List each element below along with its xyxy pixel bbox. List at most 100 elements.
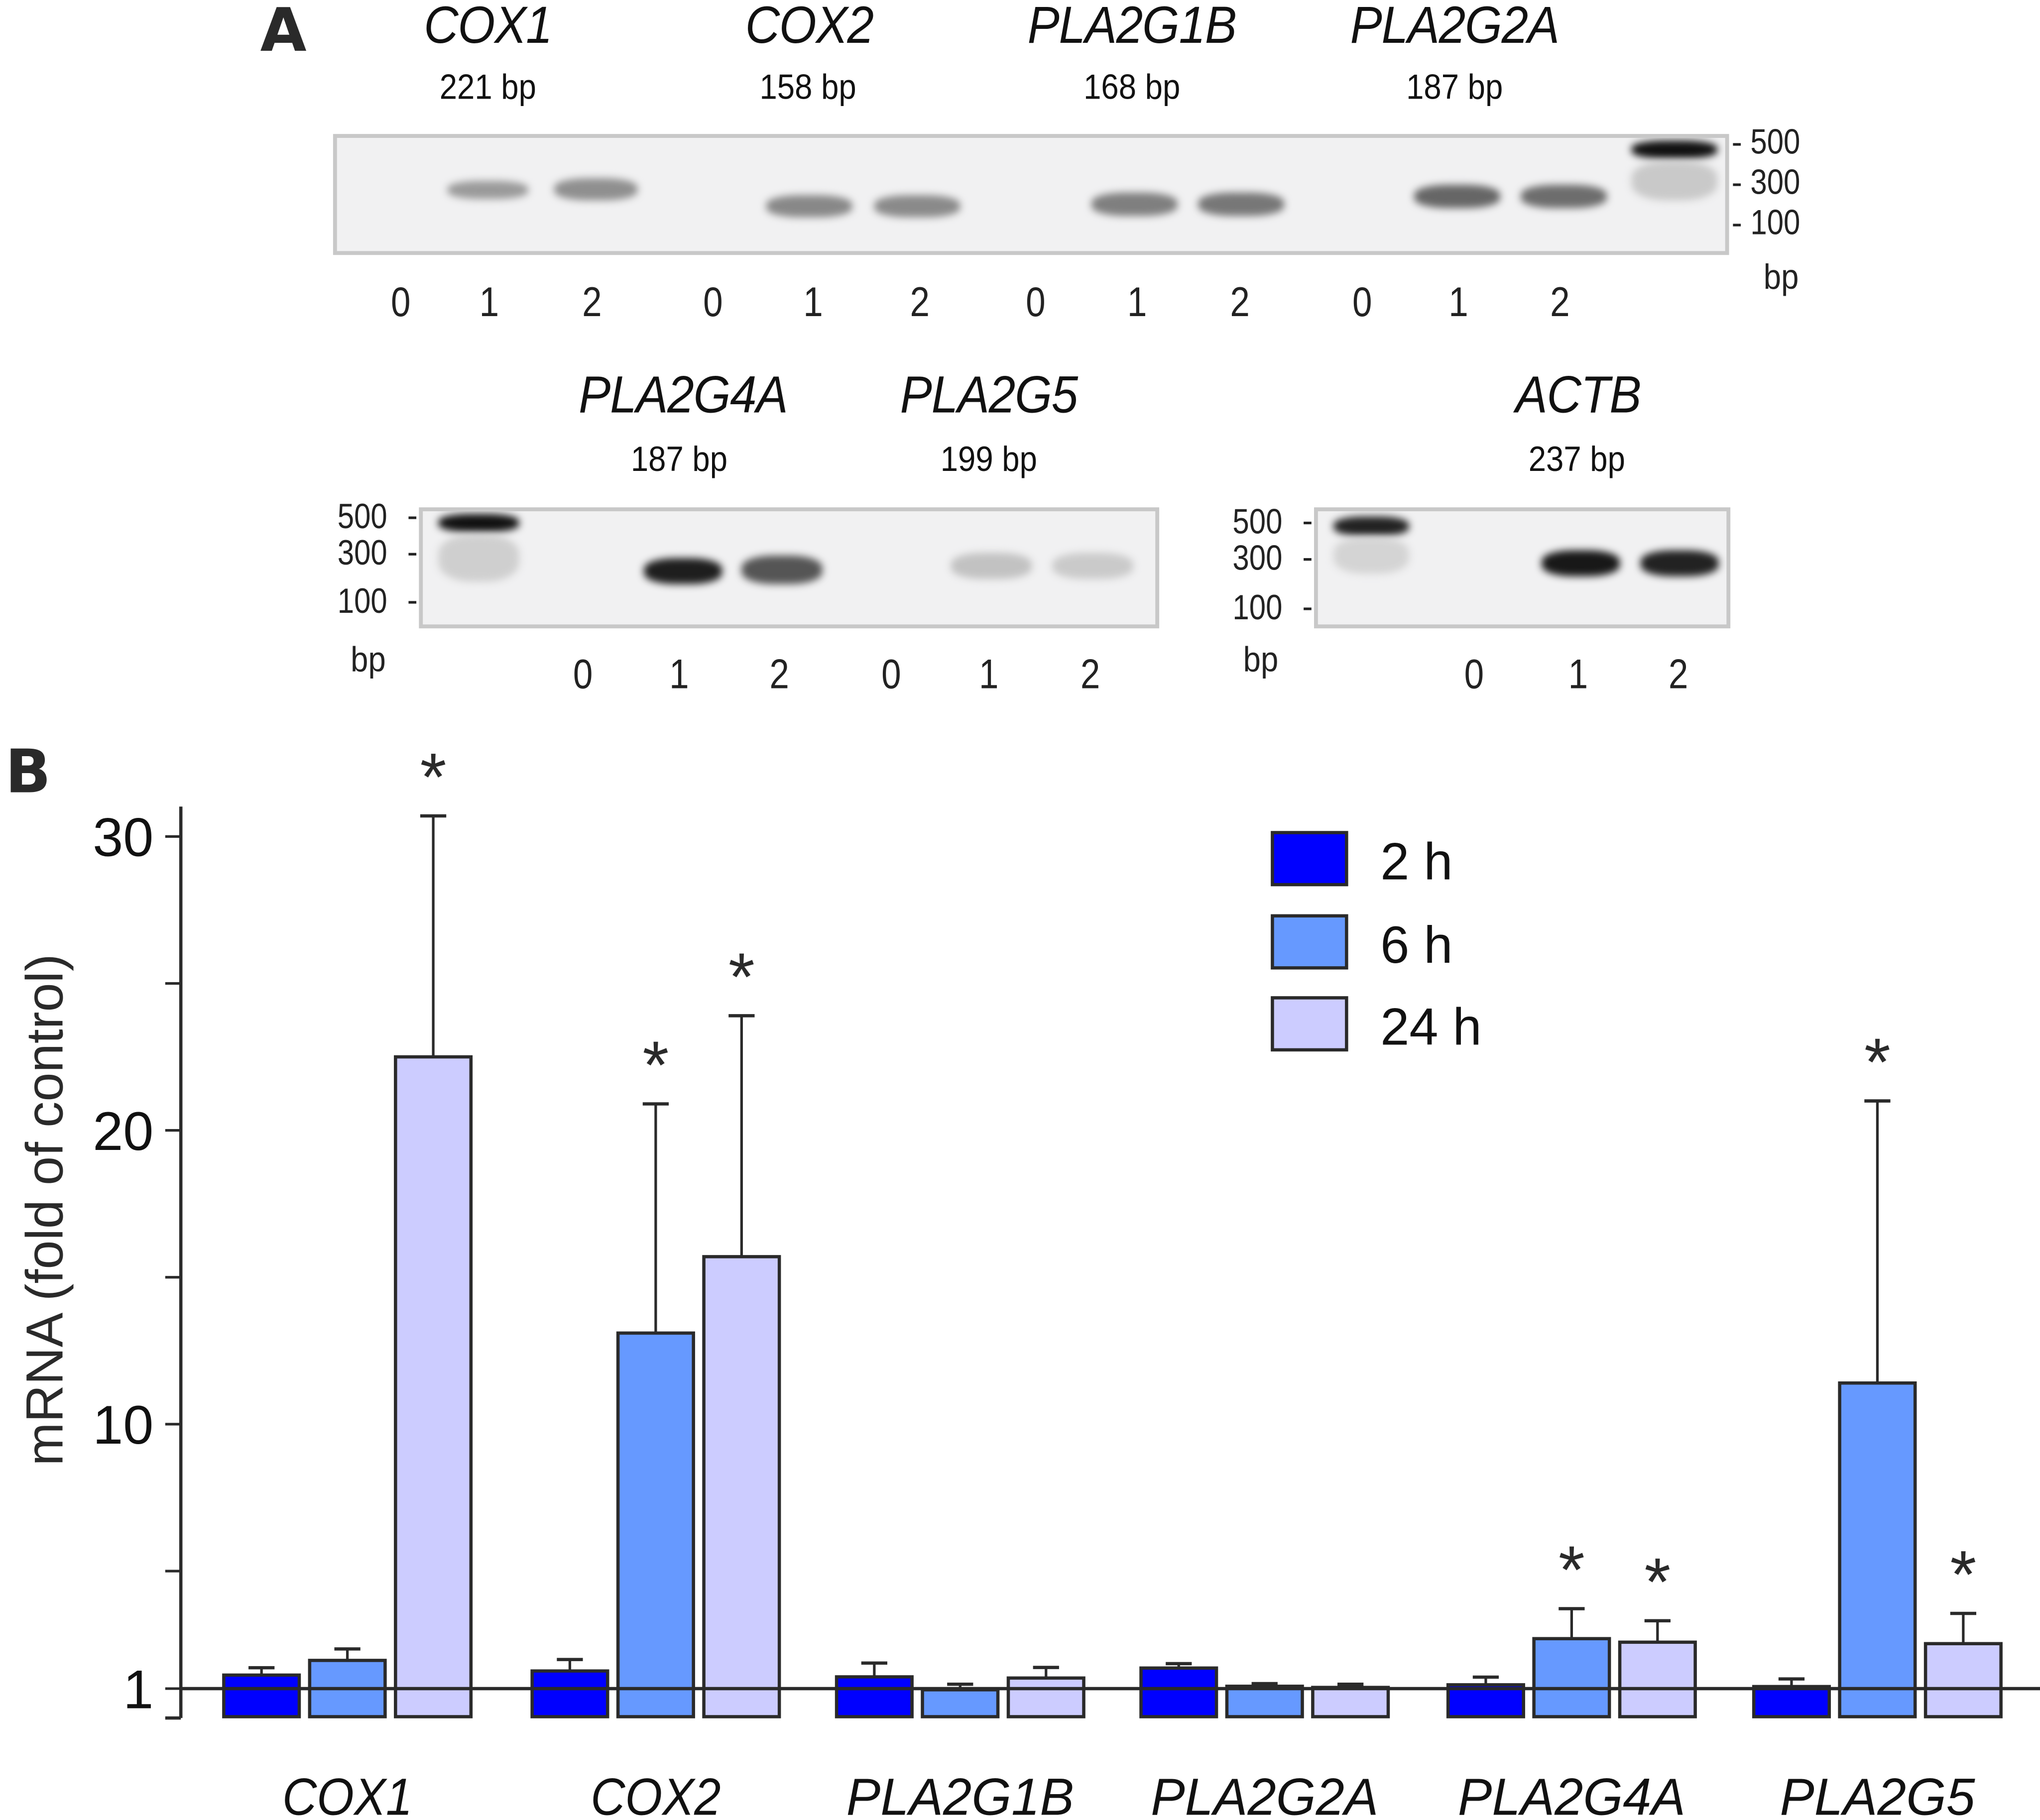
marker-label: 300: [1232, 538, 1283, 578]
bar-pla2g4a-24h: [1618, 1640, 1697, 1718]
lane-label: 0: [573, 650, 593, 697]
gel-band: [1198, 192, 1284, 216]
bar-cox1-2h: [222, 1673, 301, 1718]
marker-label: 500: [337, 497, 387, 536]
x-tick-label: COX2: [591, 1768, 720, 1820]
marker-label: 100: [337, 581, 387, 621]
lane-label: 1: [979, 650, 999, 697]
marker-label: 300: [1750, 162, 1800, 202]
marker-tick: [1733, 143, 1741, 146]
bar-pla2g4a-6h: [1532, 1637, 1611, 1718]
bar-cox2-6h: [616, 1331, 695, 1718]
legend-label: 6 h: [1380, 916, 1452, 974]
marker-tick: [1304, 521, 1312, 525]
lane-label: 1: [479, 278, 499, 326]
bar-pla2g5-2h: [1752, 1685, 1831, 1718]
y-axis-label: mRNA (fold of control): [15, 954, 74, 1466]
gene-label: COX1: [424, 0, 552, 55]
marker-tick: [1733, 224, 1741, 227]
gel-band: [447, 181, 528, 199]
legend-swatch: [1271, 831, 1348, 887]
gene-label: PLA2G5: [900, 366, 1079, 424]
significance-asterisk: *: [642, 1027, 669, 1103]
significance-asterisk: *: [1559, 1532, 1585, 1607]
ladder-smear: [1333, 537, 1409, 574]
gel-band: [766, 195, 852, 218]
x-tick-label: PLA2G4A: [1458, 1768, 1685, 1820]
bar-pla2g2a-2h: [1139, 1666, 1218, 1718]
gel-band: [554, 178, 638, 201]
marker-tick: [1733, 183, 1741, 186]
lane-label: 2: [582, 278, 602, 326]
marker-unit: bp: [1243, 640, 1279, 680]
gel-image-bottom-left: [419, 507, 1160, 629]
marker-unit: bp: [351, 640, 386, 680]
gel-band: [1091, 192, 1178, 216]
gene-label: ACTB: [1515, 366, 1642, 424]
bars: * * * * * * *: [181, 739, 2040, 1718]
legend: 2 h 6 h 24 h: [1271, 831, 1482, 1056]
y-tick-label: 20: [93, 1101, 153, 1162]
bar-pla2g1b-6h: [921, 1688, 1000, 1718]
x-tick-label: COX1: [282, 1768, 412, 1820]
lane-label: 0: [703, 278, 723, 326]
lane-label: 2: [769, 650, 789, 697]
lane-label: 1: [669, 650, 689, 697]
amplicon-size: 187 bp: [630, 440, 728, 479]
lane-label: 1: [1448, 278, 1468, 326]
lane-label: 0: [1352, 278, 1372, 326]
gel-band: [1542, 550, 1620, 576]
amplicon-size: 168 bp: [1083, 67, 1181, 107]
x-tick-label: PLA2G2A: [1151, 1768, 1378, 1820]
bar-pla2g5-6h: [1838, 1381, 1917, 1718]
significance-asterisk: *: [1950, 1537, 1976, 1612]
marker-label: 300: [337, 533, 387, 572]
legend-label: 24 h: [1380, 998, 1481, 1056]
panel-a-label: A: [260, 0, 307, 65]
gel-band: [1521, 185, 1607, 209]
marker-label: 500: [1750, 122, 1800, 162]
gene-label: PLA2G2A: [1350, 0, 1560, 55]
ladder-smear: [1631, 161, 1718, 201]
bar-pla2g1b-24h: [1006, 1676, 1085, 1718]
bar-pla2g1b-2h: [835, 1675, 914, 1718]
gel-image-bottom-right: [1314, 507, 1731, 629]
bar-cox2-2h: [530, 1669, 609, 1718]
amplicon-size: 237 bp: [1528, 440, 1625, 479]
amplicon-size: 158 bp: [759, 67, 856, 107]
gel-band: [951, 553, 1032, 579]
significance-asterisk: *: [728, 939, 755, 1015]
gene-label: COX2: [745, 0, 874, 55]
lane-label: 0: [1026, 278, 1046, 326]
ladder-band-500: [1631, 140, 1718, 159]
lane-label: 1: [1127, 278, 1147, 326]
y-tick-label: 30: [93, 807, 153, 868]
lane-label: 2: [1230, 278, 1250, 326]
legend-swatch: [1271, 996, 1348, 1052]
gene-label: PLA2G1B: [1027, 0, 1237, 55]
gel-band: [874, 195, 960, 218]
legend-label: 2 h: [1380, 833, 1452, 891]
bar-pla2g5-24h: [1923, 1642, 2003, 1718]
legend-swatch: [1271, 914, 1348, 970]
x-axis-labels: COX1 COX2 PLA2G1B PLA2G2A PLA2G4A PLA2G5: [282, 1768, 1975, 1820]
gene-label: PLA2G4A: [579, 366, 788, 424]
marker-tick: [1304, 607, 1312, 610]
significance-asterisk: *: [1644, 1544, 1671, 1619]
lane-label: 2: [910, 278, 930, 326]
marker-label: 100: [1750, 203, 1800, 242]
amplicon-size: 199 bp: [940, 440, 1037, 479]
gel-band: [741, 555, 823, 584]
lane-label: 2: [1550, 278, 1570, 326]
lane-label: 0: [1464, 650, 1484, 697]
amplicon-size: 221 bp: [439, 67, 536, 107]
panel-b-label: B: [5, 736, 51, 807]
bar-cox1-24h: [394, 1055, 473, 1718]
ladder-smear: [438, 535, 519, 582]
gel-image-top: [333, 134, 1729, 255]
bar-cox2-24h: [702, 1255, 781, 1718]
marker-unit: bp: [1763, 257, 1799, 297]
gel-band: [1052, 553, 1133, 579]
x-tick-label: PLA2G5: [1780, 1768, 1975, 1820]
